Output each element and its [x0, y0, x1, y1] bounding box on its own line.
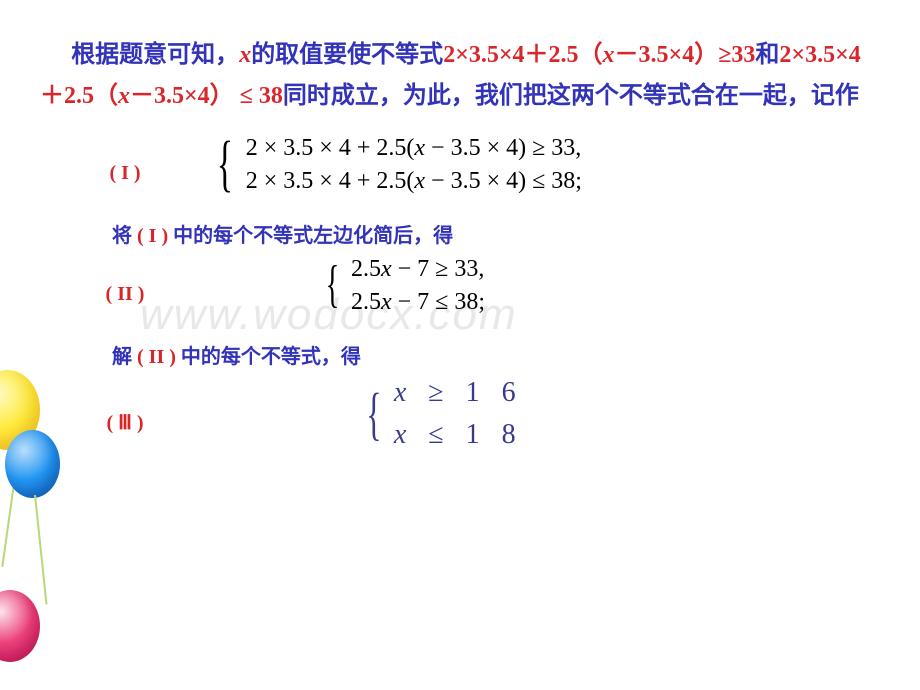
- equation: 2 × 3.5 × 4 + 2.5(x − 3.5 × 4) ≤ 38;: [246, 168, 582, 195]
- expression: －3.5×4）≥33: [615, 42, 756, 68]
- intro-paragraph: 根据题意可知，x的取值要使不等式2×3.5×4＋2.5（x－3.5×4）≥33和…: [40, 35, 880, 117]
- slide-content: 根据题意可知，x的取值要使不等式2×3.5×4＋2.5（x－3.5×4）≥33和…: [0, 0, 920, 451]
- step-text: 解: [112, 346, 137, 368]
- eq-text: − 7 ≥ 33,: [392, 256, 485, 282]
- brace-icon: {: [217, 137, 233, 193]
- system-2-row: ( II ) { 2.5x − 7 ≥ 33, 2.5x − 7 ≤ 38;: [40, 256, 880, 316]
- var-x: x: [603, 42, 615, 68]
- var-x: x: [118, 83, 130, 109]
- brace-icon: {: [366, 388, 381, 440]
- system-3: { x≥16 x≤18: [360, 377, 538, 451]
- balloon-string: [34, 495, 47, 605]
- var-x: x: [381, 256, 392, 282]
- brace-icon: {: [326, 262, 340, 309]
- equation-column: 2.5x − 7 ≥ 33, 2.5x − 7 ≤ 38;: [351, 256, 485, 316]
- equation: x≥16: [394, 377, 538, 409]
- eq-text: 2.5: [351, 289, 381, 315]
- roman-ref: ( II ): [137, 346, 176, 368]
- label-III: ( Ⅲ ): [40, 410, 210, 435]
- eq-text: ≥16: [428, 377, 537, 408]
- var-x: x: [414, 168, 425, 194]
- var-x: x: [394, 377, 428, 408]
- eq-text: − 7 ≤ 38;: [392, 289, 485, 315]
- equation: 2 × 3.5 × 4 + 2.5(x − 3.5 × 4) ≥ 33,: [246, 135, 582, 162]
- intro-text: 根据题意可知，: [71, 42, 239, 68]
- system-1: { 2 × 3.5 × 4 + 2.5(x − 3.5 × 4) ≥ 33, 2…: [210, 135, 582, 195]
- equation-column: 2 × 3.5 × 4 + 2.5(x − 3.5 × 4) ≥ 33, 2 ×…: [246, 135, 582, 195]
- roman-ref: ( I ): [137, 225, 168, 247]
- expression: －3.5×4） ≤ 38: [130, 83, 283, 109]
- intro-text: 同时成立，为此，我们把这两个不等式合在一起，记作: [283, 83, 859, 109]
- equation: 2.5x − 7 ≥ 33,: [351, 256, 485, 283]
- step-3-text: 解 ( II ) 中的每个不等式，得: [112, 340, 880, 369]
- step-text: 中的每个不等式，得: [176, 346, 361, 368]
- system-1-row: ( I ) { 2 × 3.5 × 4 + 2.5(x − 3.5 × 4) ≥…: [40, 135, 880, 195]
- step-text: 中的每个不等式左边化简后，得: [168, 225, 453, 247]
- var-x: x: [394, 419, 428, 450]
- var-x: x: [239, 42, 251, 68]
- step-2-text: 将 ( I ) 中的每个不等式左边化简后，得: [112, 219, 880, 248]
- intro-text: 和: [755, 42, 779, 68]
- eq-text: ≤18: [428, 419, 537, 450]
- var-x: x: [414, 135, 425, 161]
- label-I: ( I ): [40, 162, 210, 185]
- expression: 2×3.5×4＋2.5（: [443, 42, 602, 68]
- intro-text: 的取值要使不等式: [251, 42, 443, 68]
- eq-text: 2.5: [351, 256, 381, 282]
- system-2: { 2.5x − 7 ≥ 33, 2.5x − 7 ≤ 38;: [320, 256, 485, 316]
- label-II: ( II ): [40, 283, 210, 306]
- equation-column: x≥16 x≤18: [394, 377, 538, 451]
- eq-text: − 3.5 × 4) ≤ 38;: [425, 168, 582, 194]
- eq-text: 2 × 3.5 × 4 + 2.5(: [246, 135, 415, 161]
- equation: x≤18: [394, 419, 538, 451]
- system-3-row: ( Ⅲ ) { x≥16 x≤18: [40, 377, 880, 451]
- var-x: x: [381, 289, 392, 315]
- eq-text: 2 × 3.5 × 4 + 2.5(: [246, 168, 415, 194]
- step-text: 将: [112, 225, 137, 247]
- balloon-pink: [0, 590, 40, 662]
- equation: 2.5x − 7 ≤ 38;: [351, 289, 485, 316]
- eq-text: − 3.5 × 4) ≥ 33,: [425, 135, 581, 161]
